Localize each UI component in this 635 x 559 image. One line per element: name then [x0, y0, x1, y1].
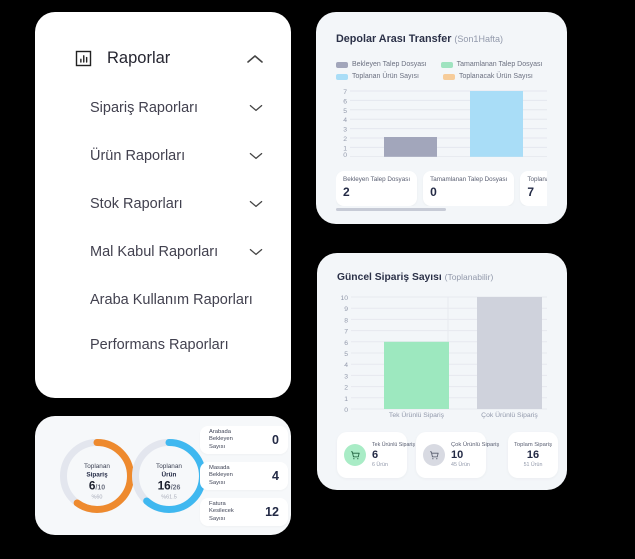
svg-text:5: 5: [343, 108, 347, 115]
svg-text:Ürün: Ürün: [162, 470, 177, 479]
svg-text:4: 4: [343, 117, 347, 124]
svg-text:%60: %60: [91, 495, 102, 501]
svg-text:Çok Ürünlü Sipariş: Çok Ürünlü Sipariş: [481, 411, 538, 419]
svg-text:5: 5: [344, 351, 348, 358]
svg-text:0: 0: [343, 152, 347, 157]
svg-text:16/26: 16/26: [158, 479, 181, 493]
svg-text:3: 3: [343, 127, 347, 134]
svg-text:7: 7: [344, 329, 348, 336]
svg-text:3: 3: [344, 373, 348, 380]
svg-text:0: 0: [344, 407, 348, 414]
svg-text:Tek Ürünlü Sipariş: Tek Ürünlü Sipariş: [389, 411, 445, 419]
svg-text:Toplanan: Toplanan: [156, 463, 182, 470]
svg-text:6: 6: [344, 340, 348, 347]
svg-text:8: 8: [344, 317, 348, 324]
svg-text:Toplanan: Toplanan: [84, 463, 110, 470]
svg-text:7: 7: [343, 89, 347, 96]
svg-text:6/10: 6/10: [89, 479, 105, 493]
svg-text:1: 1: [344, 396, 348, 403]
svg-text:4: 4: [344, 362, 348, 369]
svg-text:6: 6: [343, 98, 347, 105]
svg-text:10: 10: [340, 295, 348, 302]
svg-text:%61.5: %61.5: [161, 495, 177, 501]
svg-text:9: 9: [344, 306, 348, 313]
svg-text:2: 2: [343, 136, 347, 143]
svg-text:Sipariş: Sipariş: [86, 472, 108, 479]
svg-text:2: 2: [344, 385, 348, 392]
